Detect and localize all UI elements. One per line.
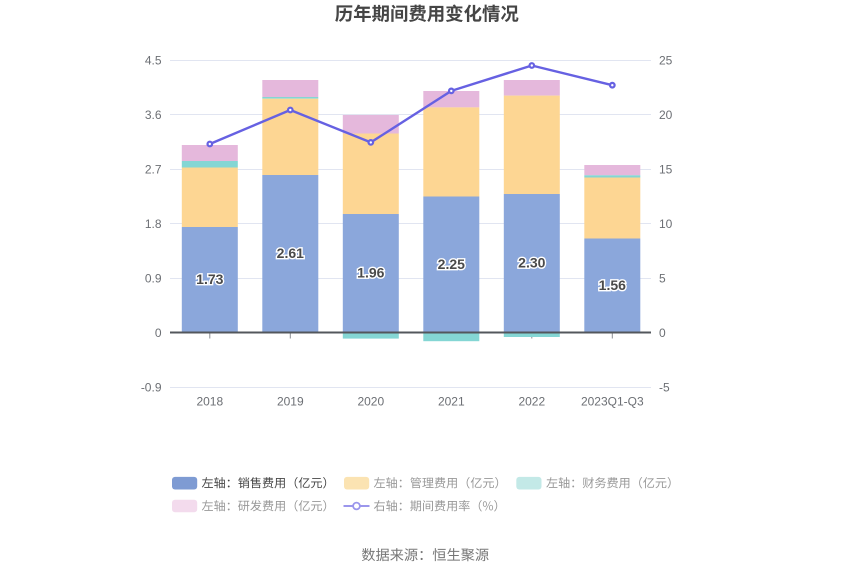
svg-text:2.30: 2.30 <box>518 255 545 271</box>
svg-text:2021: 2021 <box>438 394 465 408</box>
svg-text:-5: -5 <box>659 380 670 394</box>
svg-text:2022: 2022 <box>518 394 545 408</box>
svg-text:2023Q1-Q3: 2023Q1-Q3 <box>581 394 644 408</box>
svg-text:2018: 2018 <box>196 394 223 408</box>
svg-text:10: 10 <box>659 217 673 231</box>
svg-text:2.61: 2.61 <box>277 245 304 261</box>
svg-text:0: 0 <box>155 326 162 340</box>
svg-text:15: 15 <box>659 162 673 176</box>
svg-text:0.9: 0.9 <box>145 271 162 285</box>
svg-text:2.7: 2.7 <box>145 162 162 176</box>
svg-text:4.5: 4.5 <box>145 53 162 67</box>
svg-text:2019: 2019 <box>277 394 304 408</box>
svg-text:1.8: 1.8 <box>145 217 162 231</box>
svg-text:1.96: 1.96 <box>357 265 384 281</box>
svg-text:3.6: 3.6 <box>145 108 162 122</box>
svg-text:-0.9: -0.9 <box>141 380 162 394</box>
svg-text:20: 20 <box>659 108 673 122</box>
svg-text:25: 25 <box>659 53 673 67</box>
svg-text:1.73: 1.73 <box>196 271 223 287</box>
svg-text:0: 0 <box>659 326 666 340</box>
svg-text:5: 5 <box>659 271 666 285</box>
svg-text:2020: 2020 <box>357 394 384 408</box>
svg-text:2.25: 2.25 <box>438 256 465 272</box>
svg-text:1.56: 1.56 <box>599 277 626 293</box>
